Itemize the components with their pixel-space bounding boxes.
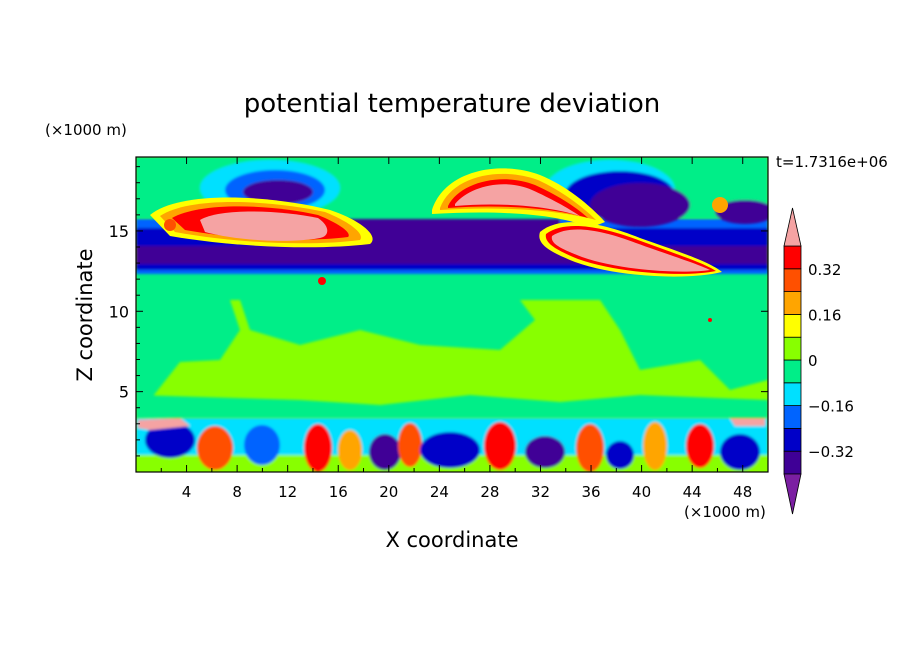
x-axis: 4 8 12 16 20 24 28 32 36 40 44 48 — [160, 157, 752, 501]
time-label: t=1.7316e+06 — [776, 153, 888, 171]
lower-layer-field — [136, 418, 768, 472]
colorbar: 0.32 0.16 0 −0.16 −0.32 — [783, 207, 854, 515]
low-neg-cell-2 — [244, 425, 280, 465]
colorbar-tick-label: −0.32 — [808, 443, 854, 461]
positive-lens-center — [432, 168, 605, 228]
upper-purple-lobe — [330, 210, 560, 250]
colorbar-tick-label: 0.32 — [808, 261, 841, 279]
low-pos-cell-5 — [484, 422, 516, 470]
warm-blob-2 — [164, 219, 176, 231]
positive-lens-right — [539, 222, 722, 277]
colorbar-swatch — [783, 359, 802, 384]
colorbar-swatch — [783, 291, 802, 315]
colorbar-swatch — [783, 268, 802, 292]
low-neg-cell-7 — [720, 434, 760, 470]
low-pos-cell-4 — [398, 423, 422, 467]
low-pos-cell-7 — [643, 422, 667, 470]
colorbar-min-arrow — [783, 473, 802, 515]
low-pos-cell-6 — [576, 424, 604, 472]
warm-blob-1 — [318, 277, 326, 285]
colorbar-swatch — [783, 405, 802, 429]
y-tick-label: 5 — [119, 383, 129, 402]
mid-green-patch-left — [136, 300, 240, 405]
warm-blob-3 — [708, 318, 712, 322]
low-neg-cell-3 — [369, 434, 401, 470]
x-tick-label: 16 — [329, 483, 348, 501]
y-axis-label: Z coordinate — [73, 248, 97, 381]
mid-green-patch-right — [600, 300, 768, 390]
y-axis: 5 10 15 — [109, 166, 768, 457]
x-unit-label: (×1000 m) — [684, 503, 766, 521]
y-unit-label: (×1000 m) — [45, 121, 127, 139]
colorbar-tick-label: 0.16 — [808, 306, 841, 324]
low-pos-cell-1 — [197, 426, 233, 470]
lens-center-pink — [455, 184, 580, 216]
x-axis-label: X coordinate — [385, 528, 518, 552]
mid-green-patch-center — [240, 300, 535, 350]
colorbar-tick-label: −0.16 — [808, 398, 854, 416]
x-tick-label: 20 — [379, 483, 398, 501]
low-pos-cell-8 — [686, 424, 714, 468]
colorbar-swatch — [783, 382, 802, 406]
colorbar-swatch — [783, 427, 802, 452]
low-neg-cell-4 — [420, 432, 480, 468]
colorbar-swatch — [783, 245, 802, 270]
plot-frame — [135, 156, 769, 473]
colorbar-swatch — [783, 450, 802, 475]
top-purple-cell-1 — [243, 180, 313, 204]
y-tick-label: 15 — [109, 222, 129, 241]
colorbar-max-arrow — [783, 207, 802, 247]
low-pink-fringe-left — [138, 418, 190, 430]
x-tick-label: 40 — [632, 483, 651, 501]
low-neg-cell-5 — [525, 436, 565, 468]
x-tick-label: 32 — [531, 483, 550, 501]
x-tick-label: 24 — [430, 483, 449, 501]
top-purple-cell-2 — [590, 183, 690, 227]
x-tick-label: 36 — [581, 483, 600, 501]
plot-area — [136, 157, 768, 472]
lens-left-pink — [200, 211, 328, 241]
colorbar-swatch — [783, 313, 802, 338]
lens-right-pink — [551, 229, 710, 272]
low-pos-cell-3 — [338, 430, 362, 470]
top-purple-cell-3 — [715, 200, 768, 224]
positive-lens-left — [150, 197, 373, 248]
x-tick-label: 28 — [480, 483, 499, 501]
colorbar-tick-label: 0 — [808, 352, 818, 370]
chart-title: potential temperature deviation — [244, 89, 660, 119]
x-tick-label: 8 — [232, 483, 242, 501]
x-tick-label: 12 — [278, 483, 297, 501]
x-tick-label: 48 — [733, 483, 752, 501]
colorbar-swatch — [783, 336, 802, 361]
mid-green-patch-low — [136, 395, 768, 418]
warm-blob-4 — [712, 197, 728, 213]
low-neg-cell-6 — [606, 441, 634, 469]
y-tick-label: 10 — [109, 302, 129, 321]
low-pink-fringe-right — [730, 418, 765, 426]
x-tick-label: 44 — [683, 483, 702, 501]
low-pos-cell-2 — [304, 424, 332, 472]
low-neg-cell-1 — [145, 422, 195, 458]
x-tick-label: 4 — [182, 483, 192, 501]
